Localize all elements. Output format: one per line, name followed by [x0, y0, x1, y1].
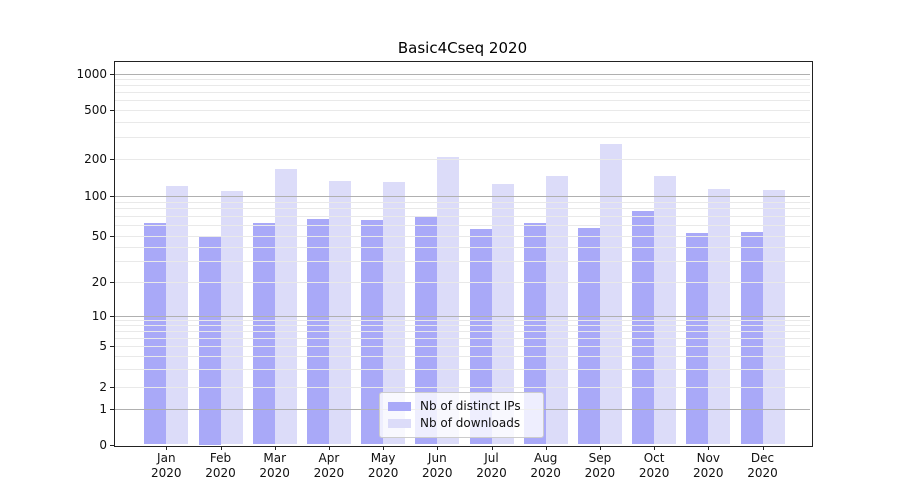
- bar-oct-downloads: [654, 176, 677, 445]
- x-tick-label-jul: Jul 2020: [476, 451, 507, 480]
- y-tick-5: [110, 346, 114, 347]
- bar-nov-ips: [686, 233, 709, 445]
- x-tick-jun: [437, 446, 439, 450]
- bar-apr-ips: [306, 218, 329, 445]
- y-tick-label-100: 100: [84, 188, 107, 203]
- x-tick-oct: [654, 446, 656, 450]
- bar-apr-downloads: [328, 181, 351, 445]
- y-tick-1: [110, 409, 114, 410]
- x-tick-label-apr: Apr 2020: [313, 451, 345, 480]
- y-tick-10: [110, 315, 114, 317]
- x-tick-label-jan: Jan 2020: [151, 451, 182, 480]
- bar-mar-ips: [252, 223, 275, 445]
- x-tick-jan: [166, 446, 168, 450]
- legend: Nb of distinct IPs Nb of downloads: [379, 392, 544, 438]
- y-tick-0: [110, 444, 114, 446]
- x-tick-nov: [708, 446, 710, 450]
- y-tick-label-20: 20: [91, 274, 107, 289]
- bars-layer: [115, 62, 810, 445]
- y-tick-label-500: 500: [84, 103, 107, 117]
- bar-dec-downloads: [762, 189, 785, 445]
- y-tick-200: [110, 159, 114, 161]
- y-tick-label-2: 2: [99, 379, 107, 394]
- x-tick-mar: [274, 446, 276, 450]
- bar-sep-ips: [577, 227, 600, 445]
- bar-may-ips: [361, 220, 384, 445]
- bar-jan-ips: [144, 223, 167, 445]
- x-tick-label-jun: Jun 2020: [422, 451, 453, 480]
- y-tick-label-50: 50: [91, 228, 107, 243]
- x-tick-label-nov: Nov 2020: [693, 451, 724, 480]
- x-tick-aug: [545, 446, 547, 450]
- x-tick-feb: [220, 446, 222, 450]
- y-tick-label-200: 200: [84, 152, 107, 167]
- legend-swatch-downloads: [388, 419, 411, 428]
- bar-dec-ips: [740, 232, 763, 445]
- legend-item-downloads: Nb of downloads: [388, 417, 543, 430]
- legend-label-ips: Nb of distinct IPs: [420, 399, 521, 413]
- bar-oct-ips: [632, 210, 655, 445]
- x-tick-may: [383, 446, 385, 450]
- legend-item-distinct-ips: Nb of distinct IPs: [388, 400, 543, 413]
- bar-sep-downloads: [599, 143, 622, 445]
- bar-aug-ips: [523, 223, 546, 445]
- bar-jul-ips: [469, 228, 492, 445]
- x-tick-sep: [599, 446, 601, 450]
- y-tick-100: [110, 195, 114, 197]
- y-tick-label-0: 0: [99, 437, 107, 452]
- y-tick-label-5: 5: [99, 339, 107, 353]
- y-tick-500: [110, 110, 114, 111]
- legend-swatch-ips: [388, 402, 411, 411]
- x-tick-label-feb: Feb 2020: [205, 451, 236, 480]
- x-tick-label-dec: Dec 2020: [747, 451, 778, 480]
- y-tick-2: [110, 386, 114, 388]
- bar-nov-downloads: [708, 188, 731, 445]
- bar-jul-downloads: [491, 183, 514, 445]
- x-tick-jul: [491, 446, 493, 450]
- bar-mar-downloads: [274, 169, 297, 445]
- y-tick-50: [110, 235, 114, 237]
- x-tick-label-may: May 2020: [367, 451, 399, 480]
- x-tick-label-oct: Oct 2020: [638, 451, 670, 480]
- x-tick-label-aug: Aug 2020: [530, 451, 561, 480]
- y-tick-label-10: 10: [91, 308, 107, 323]
- chart-title: Basic4Cseq 2020: [397, 39, 528, 57]
- plot-area: [114, 61, 813, 447]
- x-tick-label-sep: Sep 2020: [584, 451, 616, 480]
- y-tick-20: [110, 281, 114, 283]
- bar-feb-downloads: [220, 190, 243, 445]
- x-tick-label-mar: Mar 2020: [259, 451, 290, 480]
- bar-jun-downloads: [437, 157, 460, 445]
- bar-jan-downloads: [166, 185, 189, 445]
- x-tick-dec: [762, 446, 764, 450]
- y-tick-label-1: 1: [99, 402, 107, 416]
- x-tick-apr: [328, 446, 330, 450]
- y-tick-label-1000: 1000: [76, 66, 107, 81]
- y-tick-1000: [110, 73, 114, 75]
- legend-label-downloads: Nb of downloads: [420, 416, 521, 430]
- bar-feb-ips: [198, 235, 221, 445]
- bar-aug-downloads: [545, 176, 568, 445]
